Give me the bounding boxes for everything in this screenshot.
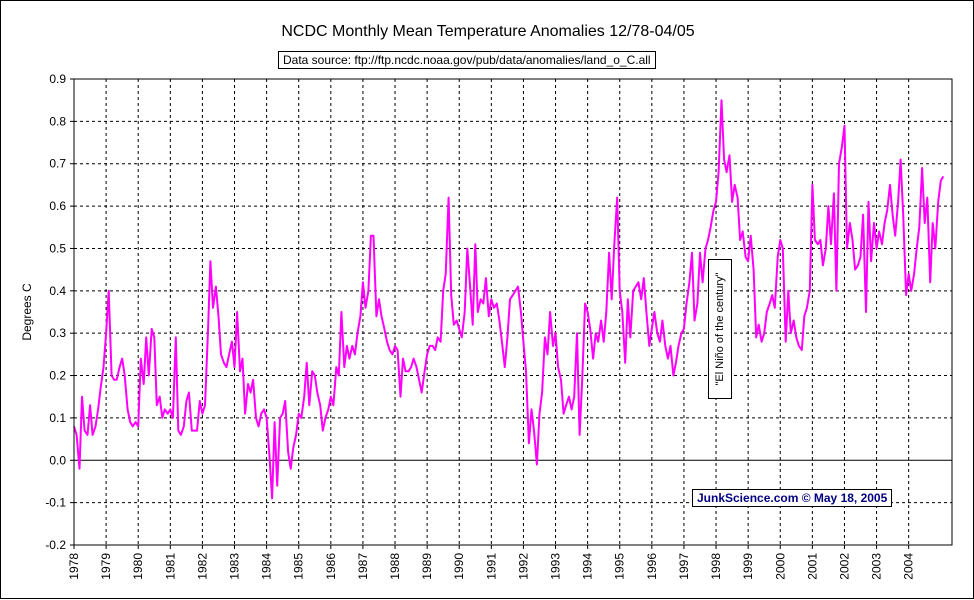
x-tick-label: 1981	[163, 553, 177, 580]
x-tick-label: 1993	[549, 553, 563, 580]
plot-area	[74, 79, 952, 545]
x-tick-label: 1983	[228, 553, 242, 580]
x-tick-label: 1996	[645, 553, 659, 580]
plot-frame	[73, 78, 953, 546]
annotation-el-nino: "El Niño of the century"	[708, 259, 732, 399]
y-tick-label: 0.9	[49, 72, 66, 86]
y-tick-label: 0.1	[49, 411, 66, 425]
x-tick-label: 1998	[709, 553, 723, 580]
series-layer	[73, 99, 945, 500]
y-tick-label: 0.0	[49, 453, 66, 467]
x-tick-label: 1986	[324, 553, 338, 580]
x-axis-ticks: 1978 1979 1980 1981 1982 1983 1984 1985 1986 1987…	[67, 545, 916, 580]
x-tick-label: 1991	[484, 553, 498, 580]
x-tick-label: 1980	[131, 553, 145, 580]
x-tick-label: 1992	[516, 553, 530, 580]
x-tick-label: 1987	[356, 553, 370, 580]
x-tick-label: 1984	[260, 553, 274, 580]
y-tick-label: 0.8	[49, 114, 66, 128]
x-tick-label: 1988	[388, 553, 402, 580]
x-tick-label: 1982	[195, 553, 209, 580]
x-tick-label: 2002	[837, 553, 851, 580]
credit-box: JunkScience.com © May 18, 2005	[692, 489, 893, 507]
y-tick-label: 0.3	[49, 326, 66, 340]
y-axis-label: Degrees C	[20, 283, 34, 341]
y-axis-ticks: 0.9 0.8 0.7 0.6 0.5 0.4 0.3 0.2 0.1 0.0 -0.1 -0.2	[45, 72, 74, 552]
x-tick-label: 1997	[677, 553, 691, 580]
x-tick-label: 1978	[67, 553, 81, 580]
x-tick-label: 2000	[773, 553, 787, 580]
y-tick-label: 0.5	[49, 241, 66, 255]
x-tick-label: 2001	[805, 553, 819, 580]
y-tick-label: 0.2	[49, 369, 66, 383]
y-tick-label: 0.4	[49, 284, 66, 298]
y-tick-label: -0.2	[45, 538, 66, 552]
x-tick-label: 1990	[452, 553, 466, 580]
x-tick-label: 1979	[99, 553, 113, 580]
y-tick-label: -0.1	[45, 496, 66, 510]
x-tick-label: 2003	[870, 553, 884, 580]
x-tick-label: 1999	[741, 553, 755, 580]
x-tick-label: 1985	[292, 553, 306, 580]
annotation-el-nino-text: "El Niño of the century"	[714, 272, 726, 386]
chart-title: NCDC Monthly Mean Temperature Anomalies …	[281, 23, 695, 40]
x-tick-label: 1994	[581, 553, 595, 580]
data-source-box: Data source: ftp://ftp.ncdc.noaa.gov/pub…	[278, 51, 656, 69]
x-tick-label: 1995	[613, 553, 627, 580]
x-tick-label: 2004	[902, 553, 916, 580]
y-tick-label: 0.6	[49, 199, 66, 213]
series-line	[73, 99, 945, 500]
x-tick-label: 1989	[420, 553, 434, 580]
y-tick-label: 0.7	[49, 157, 66, 171]
